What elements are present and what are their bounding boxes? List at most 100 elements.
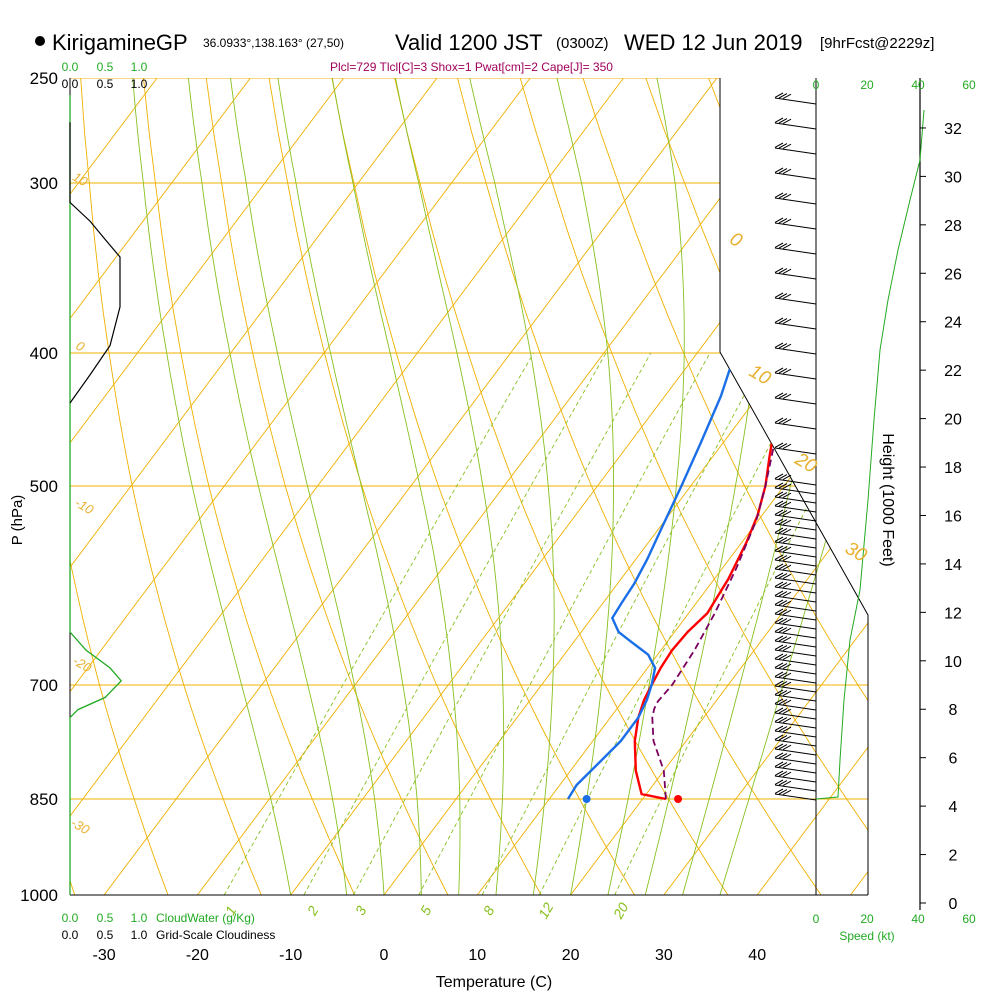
wind-barb-flag bbox=[774, 217, 784, 223]
isotherm-line bbox=[663, 78, 868, 895]
speed-top-tick: 40 bbox=[911, 78, 925, 92]
height-tick-label: 26 bbox=[944, 266, 962, 283]
wind-barb-shaft bbox=[774, 422, 817, 430]
wind-barb-flag bbox=[778, 510, 788, 516]
wind-barb-flag bbox=[778, 555, 788, 561]
wind-barb-flag bbox=[782, 780, 792, 787]
isotherm-line bbox=[70, 78, 251, 895]
wind-barb-shaft bbox=[774, 559, 817, 567]
x-tick-label: 40 bbox=[748, 947, 766, 964]
wind-barb-flag bbox=[782, 690, 792, 697]
isotherm-label: -20 bbox=[70, 653, 94, 676]
wind-barb bbox=[774, 142, 817, 155]
wind-barb-flag bbox=[782, 555, 792, 562]
wind-barb-flag bbox=[774, 644, 784, 650]
wind-barb bbox=[774, 442, 817, 455]
wind-barb bbox=[774, 761, 817, 774]
wind-barb-shaft bbox=[774, 568, 817, 576]
wind-barb-flag bbox=[782, 600, 792, 607]
wind-barb-flag bbox=[778, 654, 788, 660]
cloud-water-top-tick: 0.5 bbox=[97, 60, 114, 74]
wind-barb bbox=[774, 473, 817, 486]
wind-barb-flag bbox=[774, 167, 784, 173]
wind-barb bbox=[774, 217, 817, 230]
wind-barb-flag bbox=[778, 618, 788, 624]
wind-barb-shaft bbox=[774, 721, 817, 729]
wind-barb-flag bbox=[782, 726, 792, 733]
wind-barb-flag bbox=[778, 609, 788, 615]
wind-barb bbox=[774, 267, 817, 280]
isotherm-line bbox=[197, 78, 811, 895]
wind-barb bbox=[774, 572, 817, 585]
surface-temperature-point bbox=[674, 795, 683, 803]
valid-date: WED 12 Jun 2019 bbox=[624, 30, 803, 55]
zulu-time: (0300Z) bbox=[556, 35, 609, 52]
pressure-tick-label: 300 bbox=[30, 174, 58, 193]
wind-barb-flag bbox=[782, 564, 792, 571]
wind-barb-flag bbox=[778, 418, 788, 424]
cloudiness-top-tick: 1.0 bbox=[131, 77, 148, 91]
cloud-water-label: CloudWater (g/Kg) bbox=[156, 911, 255, 925]
wind-barb-flag bbox=[782, 218, 792, 225]
wind-barb-flag bbox=[774, 509, 784, 515]
wind-barb-flag bbox=[774, 725, 784, 731]
wind-barb-flag bbox=[778, 627, 788, 633]
isotherm-line bbox=[70, 78, 438, 895]
mixing-ratio-line bbox=[303, 352, 607, 895]
cloud-water-bottom-tick: 0.0 bbox=[62, 911, 79, 925]
x-tick-label: -10 bbox=[279, 947, 302, 964]
isotherm-line bbox=[850, 78, 868, 895]
isotherm-label: 0 bbox=[73, 338, 87, 355]
wind-barb-flag bbox=[774, 242, 784, 248]
wind-barb-flag bbox=[782, 118, 792, 125]
wind-barb-flag bbox=[782, 519, 792, 526]
wind-barb-flag bbox=[782, 268, 792, 275]
height-tick-label: 2 bbox=[949, 848, 958, 865]
wind-barb-flag bbox=[774, 626, 784, 632]
wind-barb-flag bbox=[778, 118, 788, 124]
wind-barb-flag bbox=[774, 581, 784, 587]
wind-barb-flag bbox=[778, 699, 788, 705]
wind-barb-flag bbox=[778, 492, 788, 498]
wind-barb-flag bbox=[774, 599, 784, 605]
height-tick-label: 18 bbox=[944, 460, 962, 477]
wind-barb bbox=[774, 317, 817, 330]
wind-barb-flag bbox=[778, 168, 788, 174]
wind-barb-flag bbox=[774, 491, 784, 497]
wind-barb bbox=[774, 242, 817, 255]
wind-barb-shaft bbox=[774, 372, 817, 380]
wind-barb-shaft bbox=[774, 604, 817, 612]
wind-barb-shaft bbox=[774, 272, 817, 280]
wind-barb-flag bbox=[774, 608, 784, 614]
wind-barb-flag bbox=[778, 780, 788, 786]
isotherm-line bbox=[103, 78, 718, 895]
wind-barb-flag bbox=[782, 474, 792, 481]
isotherm-line bbox=[383, 78, 868, 895]
wind-barb-flag bbox=[782, 762, 792, 769]
wind-barb-flag bbox=[774, 761, 784, 767]
mixing-ratio-label: 12 bbox=[535, 900, 557, 922]
wind-barb-flag bbox=[778, 343, 788, 349]
wind-barb-flag bbox=[774, 545, 784, 551]
station-marker-icon bbox=[35, 36, 45, 46]
wind-barb bbox=[774, 509, 817, 522]
wind-barb bbox=[774, 545, 817, 558]
stability-indices: Plcl=729 Tlcl[C]=3 Shox=1 Pwat[cm]=2 Cap… bbox=[330, 60, 613, 74]
station-name: KirigamineGP bbox=[52, 30, 188, 55]
series-temperature-line bbox=[633, 95, 868, 801]
wind-barb-shaft bbox=[774, 676, 817, 684]
wind-barb-shaft bbox=[774, 505, 817, 513]
wind-barb-shaft bbox=[774, 496, 817, 504]
wind-barb-flag bbox=[774, 518, 784, 524]
wind-barb bbox=[774, 482, 817, 495]
wind-barb-flag bbox=[782, 193, 792, 200]
wind-barb-flag bbox=[774, 779, 784, 785]
wind-barb-shaft bbox=[774, 487, 817, 495]
wind-barb-flag bbox=[782, 418, 792, 425]
wind-barb-flag bbox=[778, 318, 788, 324]
background-lines bbox=[70, 78, 868, 895]
x-tick-label: 10 bbox=[468, 947, 486, 964]
isotherm-label: 10 bbox=[70, 169, 91, 190]
wind-barb-flag bbox=[774, 367, 784, 373]
